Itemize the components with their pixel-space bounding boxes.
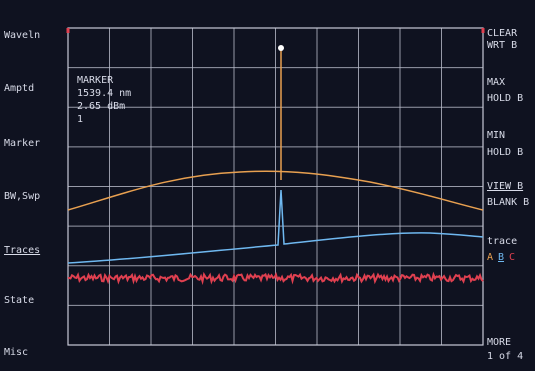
marker-point bbox=[278, 45, 284, 51]
softkey-label[interactable]: HOLD B bbox=[487, 147, 523, 158]
softkey[interactable]: BW,Swp bbox=[4, 191, 40, 202]
softkey-label[interactable]: VIEW B bbox=[487, 181, 523, 192]
softkey-label[interactable]: BLANK B bbox=[487, 197, 529, 208]
softkey-label[interactable]: MAX bbox=[487, 77, 505, 88]
softkey-label[interactable]: trace bbox=[487, 236, 517, 247]
softkey-label[interactable]: WRT B bbox=[487, 40, 517, 51]
softkey-label[interactable]: MIN bbox=[487, 130, 505, 141]
softkey-label[interactable]: HOLD B bbox=[487, 93, 523, 104]
softkey[interactable]: Amptd bbox=[4, 83, 34, 94]
softkey[interactable]: Waveln bbox=[4, 30, 40, 41]
softkey[interactable]: State bbox=[4, 295, 34, 306]
trace-select[interactable]: C bbox=[509, 252, 515, 263]
softkey-label[interactable]: 1 of 4 bbox=[487, 351, 523, 362]
marker-title: MARKER bbox=[77, 75, 114, 86]
marker-wavelength: 1539.4 nm bbox=[77, 88, 131, 99]
softkey-label[interactable]: CLEAR bbox=[487, 28, 518, 39]
softkey[interactable]: Misc bbox=[4, 347, 28, 358]
softkey[interactable]: Marker bbox=[4, 138, 40, 149]
softkey[interactable]: Traces bbox=[4, 245, 40, 256]
trace-select[interactable]: A bbox=[487, 252, 493, 263]
softkey-label[interactable]: MORE bbox=[487, 337, 511, 348]
background bbox=[0, 0, 535, 371]
marker-amplitude: 2.65 dBm bbox=[77, 101, 125, 112]
trace-select[interactable]: B bbox=[498, 252, 504, 263]
marker-number: 1 bbox=[77, 114, 83, 125]
screen: MARKER 1539.4 nm 2.65 dBm 1 Waveln Amptd M… bbox=[0, 0, 535, 371]
